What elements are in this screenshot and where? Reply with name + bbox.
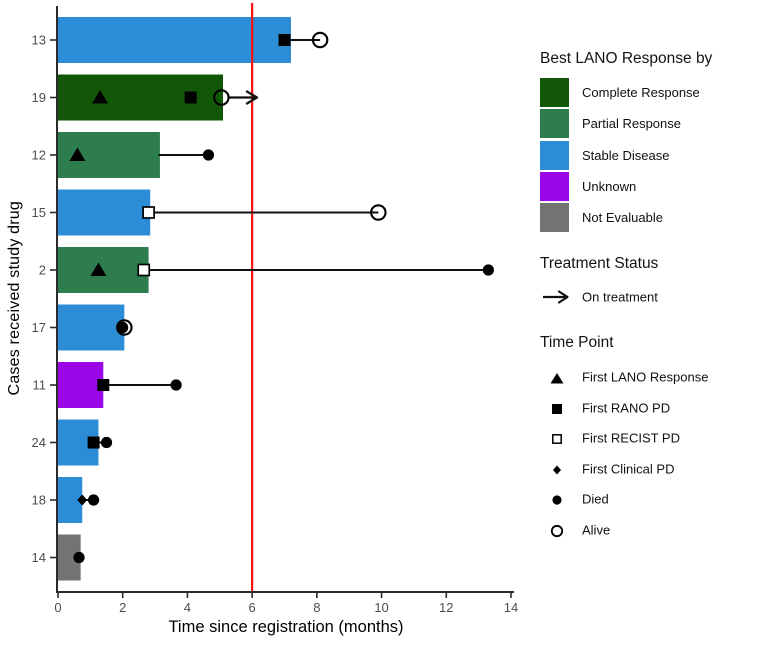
y-axis-tick-label: 15 bbox=[32, 205, 46, 220]
circle-open-icon bbox=[542, 522, 572, 540]
legend-item-partial-response: Partial Response bbox=[540, 109, 681, 139]
y-axis-tick-label: 12 bbox=[32, 148, 46, 163]
marker-died-circle-icon bbox=[170, 379, 182, 391]
marker-first-rano-pd-square-icon bbox=[278, 34, 291, 46]
diamond-filled-icon bbox=[542, 461, 572, 479]
color-swatch-icon bbox=[540, 78, 569, 107]
legend-item-stable-disease: Stable Disease bbox=[540, 140, 670, 170]
y-axis-tick-label: 19 bbox=[32, 90, 46, 105]
marker-alive-open-circle-icon bbox=[311, 31, 329, 49]
y-axis-tick-label: 24 bbox=[32, 435, 46, 450]
legend-item-label: Complete Response bbox=[582, 85, 700, 100]
legend-item-label: First LANO Response bbox=[582, 369, 709, 385]
legend-item-label: Alive bbox=[582, 522, 611, 538]
legend-treatment-title: Treatment Status bbox=[540, 255, 659, 272]
legend-item-label: Not Evaluable bbox=[582, 210, 663, 226]
marker-first-recist-pd-open-square-icon bbox=[137, 263, 151, 277]
arrow-right-icon bbox=[542, 288, 572, 306]
bar-case-19 bbox=[58, 74, 224, 121]
y-axis-tick-label: 18 bbox=[32, 493, 46, 508]
x-axis-tick-label: 0 bbox=[54, 600, 61, 615]
marker-alive-open-circle-icon bbox=[213, 89, 230, 106]
arrow-head-icon bbox=[245, 90, 259, 105]
marker-first-rano-pd-square-icon bbox=[87, 436, 100, 449]
legend-item-label: First Clinical PD bbox=[582, 461, 675, 477]
square-open-icon bbox=[542, 430, 572, 448]
marker-died-circle-icon bbox=[100, 436, 113, 449]
marker-first-lano-response-triangle-icon bbox=[90, 262, 107, 276]
legend-timepoint-title: Time Point bbox=[540, 334, 614, 351]
x-axis-tick-label: 4 bbox=[184, 600, 191, 615]
color-swatch-icon bbox=[540, 203, 569, 233]
marker-died-circle-icon bbox=[482, 264, 494, 276]
color-swatch-icon bbox=[540, 140, 569, 170]
color-swatch-icon bbox=[540, 109, 569, 139]
square-filled-icon bbox=[542, 400, 572, 418]
marker-first-recist-pd-open-square-icon bbox=[142, 206, 155, 219]
bar-case-11 bbox=[58, 362, 104, 408]
legend-item-complete-response: Complete Response bbox=[540, 78, 700, 107]
marker-died-circle-icon bbox=[73, 551, 85, 564]
marker-alive-open-circle-icon bbox=[370, 204, 387, 221]
marker-first-rano-pd-square-icon bbox=[97, 379, 110, 391]
y-axis-tick-label: 11 bbox=[33, 378, 47, 393]
legend-item-label: On treatment bbox=[582, 289, 658, 305]
legend-item-label: Partial Response bbox=[582, 116, 681, 132]
y-axis-title: Cases received study drug bbox=[6, 200, 23, 396]
bar-case-17 bbox=[58, 304, 125, 351]
marker-died-circle-icon bbox=[87, 494, 100, 506]
legend-item-label: First RECIST PD bbox=[582, 430, 680, 446]
legend-item-not-evaluable: Not Evaluable bbox=[540, 203, 663, 233]
marker-first-clinical-pd-diamond-icon bbox=[77, 494, 88, 506]
marker-died-circle-icon bbox=[117, 321, 129, 334]
color-swatch-icon bbox=[540, 171, 569, 201]
marker-died-circle-icon bbox=[202, 149, 215, 161]
legend-item-unknown: Unknown bbox=[540, 171, 637, 201]
marker-first-rano-pd-square-icon bbox=[184, 91, 197, 104]
x-axis-title: Time since registration (months) bbox=[168, 618, 404, 636]
legend-item-label: Died bbox=[582, 491, 609, 507]
bar-case-13 bbox=[58, 17, 291, 63]
legend-panel: Best LANO Response by Complete Response P… bbox=[530, 0, 775, 646]
x-axis-tick-label: 6 bbox=[249, 600, 256, 615]
legend-response-title: Best LANO Response by bbox=[540, 50, 713, 67]
marker-first-lano-response-triangle-icon bbox=[69, 147, 86, 161]
bar-case-14 bbox=[58, 534, 81, 581]
circle-filled-icon bbox=[542, 491, 572, 509]
y-axis-tick-label: 13 bbox=[32, 33, 46, 48]
y-axis-tick-label: 17 bbox=[32, 320, 46, 335]
legend-item-label: First RANO PD bbox=[582, 400, 671, 416]
bar-case-2 bbox=[58, 247, 149, 293]
x-axis-tick-label: 10 bbox=[374, 600, 388, 615]
legend-item-label: Unknown bbox=[582, 178, 637, 194]
x-axis-tick-label: 12 bbox=[439, 600, 453, 615]
x-axis-tick-label: 8 bbox=[313, 600, 320, 615]
triangle-filled-icon bbox=[542, 369, 572, 387]
y-axis-tick-label: 14 bbox=[32, 550, 46, 565]
legend-item-label: Stable Disease bbox=[582, 147, 670, 163]
marker-first-lano-response-triangle-icon bbox=[92, 90, 109, 104]
x-axis-tick-label: 2 bbox=[119, 600, 126, 615]
y-axis-tick-label: 2 bbox=[39, 263, 46, 278]
bar-case-15 bbox=[58, 189, 151, 236]
x-axis-tick-label: 14 bbox=[504, 600, 518, 615]
